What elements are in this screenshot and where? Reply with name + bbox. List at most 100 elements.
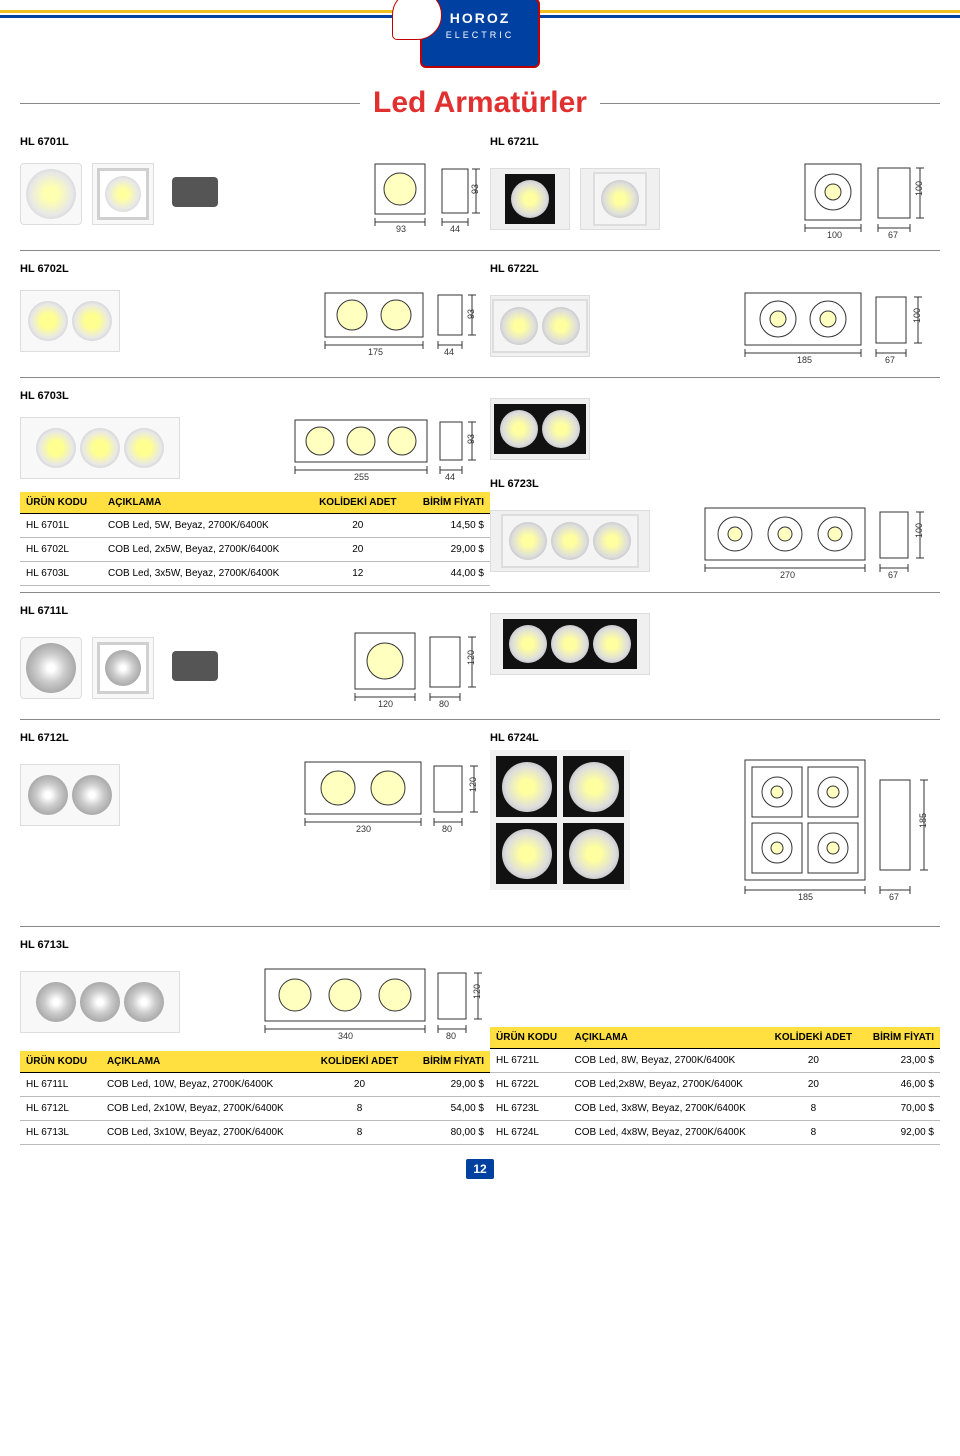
page-number: 12 (466, 1159, 494, 1179)
table-row: HL 6702LCOB Led, 2x5W, Beyaz, 2700K/6400… (20, 538, 490, 562)
product-image (20, 163, 82, 225)
row-6713-tables: HL 6713L 340 80 120 ÜRÜN KODU AÇIKLAMA K… (0, 933, 960, 1145)
diagram-hl6721: 100 67 100 (800, 154, 940, 244)
table-670x: ÜRÜN KODU AÇIKLAMA KOLİDEKİ ADET BİRİM F… (20, 492, 490, 586)
label-hl6723: HL 6723L (490, 478, 940, 490)
row-6701-6721: HL 6701L 93 44 93 HL 6721L (0, 130, 960, 244)
col-desc: AÇIKLAMA (102, 492, 308, 514)
dim-w: 340 (338, 1031, 353, 1041)
dim-w: 100 (827, 230, 842, 240)
col-qty: KOLİDEKİ ADET (765, 1027, 861, 1049)
product-image (164, 163, 226, 225)
dim-h: 120 (468, 777, 478, 792)
separator (20, 926, 940, 927)
row-6703-6722img: HL 6703L 255 44 93 ÜRÜN KODU AÇIKLAMA KO… (0, 384, 960, 586)
table-row: HL 6701LCOB Led, 5W, Beyaz, 2700K/6400K2… (20, 514, 490, 538)
diagram-hl6712: 230 80 120 (300, 750, 490, 840)
table-row: HL 6711LCOB Led, 10W, Beyaz, 2700K/6400K… (20, 1073, 490, 1097)
dim-h: 120 (466, 650, 476, 665)
product-image (490, 398, 590, 460)
col-desc: AÇIKLAMA (101, 1051, 310, 1073)
diagram-hl6703: 255 44 93 (290, 408, 490, 488)
dim-w: 175 (368, 347, 383, 357)
label-hl6721: HL 6721L (490, 136, 940, 148)
table-row: HL 6721LCOB Led, 8W, Beyaz, 2700K/6400K2… (490, 1049, 940, 1073)
brand-sub: ELECTRIC (422, 26, 538, 40)
table-672x: ÜRÜN KODU AÇIKLAMA KOLİDEKİ ADET BİRİM F… (490, 1027, 940, 1145)
row-6712-6724: HL 6712L 230 80 120 HL 6724L (0, 726, 960, 920)
diagram-hl6724: 185 67 185 (740, 750, 940, 920)
dim-d: 80 (446, 1031, 456, 1041)
diagram-hl6701: 93 44 93 (370, 154, 490, 234)
label-hl6724: HL 6724L (490, 732, 940, 744)
product-image (490, 168, 570, 230)
dim-d: 80 (442, 824, 452, 834)
product-image (490, 295, 590, 357)
product-image (92, 163, 154, 225)
dim-d: 67 (885, 355, 895, 365)
dim-w: 120 (378, 699, 393, 709)
dim-w: 255 (354, 472, 369, 482)
col-qty: KOLİDEKİ ADET (308, 492, 408, 514)
separator (20, 719, 940, 720)
dim-d: 44 (450, 224, 460, 234)
col-price: BİRİM FİYATI (408, 492, 490, 514)
label-hl6703: HL 6703L (20, 390, 490, 402)
label-hl6702: HL 6702L (20, 263, 490, 275)
dim-w: 93 (396, 224, 406, 234)
dim-w: 270 (780, 570, 795, 580)
diagram-hl6723: 270 67 100 (700, 496, 940, 586)
product-image (580, 168, 660, 230)
dim-d: 80 (439, 699, 449, 709)
product-image (20, 417, 180, 479)
table-row: HL 6712LCOB Led, 2x10W, Beyaz, 2700K/640… (20, 1097, 490, 1121)
product-image (490, 510, 650, 572)
dim-h: 93 (470, 184, 480, 194)
diagram-hl6713: 340 80 120 (260, 957, 490, 1047)
table-row: HL 6713LCOB Led, 3x10W, Beyaz, 2700K/640… (20, 1121, 490, 1145)
diagram-hl6711: 120 80 120 (350, 623, 490, 713)
dim-d: 67 (889, 892, 899, 902)
col-price: BİRİM FİYATI (861, 1027, 940, 1049)
dim-d: 44 (445, 472, 455, 482)
product-image (20, 290, 120, 352)
label-hl6713: HL 6713L (20, 939, 490, 951)
table-671x: ÜRÜN KODU AÇIKLAMA KOLİDEKİ ADET BİRİM F… (20, 1051, 490, 1145)
col-price: BİRİM FİYATI (409, 1051, 490, 1073)
label-hl6722: HL 6722L (490, 263, 940, 275)
col-code: ÜRÜN KODU (490, 1027, 569, 1049)
dim-h: 100 (912, 308, 922, 323)
diagram-hl6702: 175 44 93 (320, 281, 490, 361)
col-desc: AÇIKLAMA (569, 1027, 766, 1049)
product-image (20, 637, 82, 699)
dim-d: 44 (444, 347, 454, 357)
col-code: ÜRÜN KODU (20, 492, 102, 514)
label-hl6711: HL 6711L (20, 605, 490, 617)
product-image (164, 637, 226, 699)
row-6702-6722: HL 6702L 175 44 93 HL 6722L (0, 257, 960, 371)
dim-h: 185 (918, 813, 928, 828)
page-title: Led Armatürler (0, 86, 960, 120)
product-image (20, 971, 180, 1033)
table-row: HL 6703LCOB Led, 3x5W, Beyaz, 2700K/6400… (20, 562, 490, 586)
dim-d: 67 (888, 570, 898, 580)
brand-logo: HOROZ ELECTRIC (420, 0, 540, 68)
separator (20, 377, 940, 378)
dim-d: 67 (888, 230, 898, 240)
product-image (20, 764, 120, 826)
col-qty: KOLİDEKİ ADET (310, 1051, 409, 1073)
dim-h: 93 (466, 309, 476, 319)
label-hl6712: HL 6712L (20, 732, 490, 744)
dim-h: 100 (914, 523, 924, 538)
table-row: HL 6724LCOB Led, 4x8W, Beyaz, 2700K/6400… (490, 1121, 940, 1145)
dim-h: 100 (914, 181, 924, 196)
diagram-hl6722: 185 67 100 (740, 281, 940, 371)
dim-w: 185 (797, 355, 812, 365)
dim-w: 185 (798, 892, 813, 902)
dim-h: 93 (466, 434, 476, 444)
product-image (490, 613, 650, 675)
separator (20, 250, 940, 251)
dim-h: 120 (472, 984, 482, 999)
table-row: HL 6722LCOB Led,2x8W, Beyaz, 2700K/6400K… (490, 1073, 940, 1097)
dim-w: 230 (356, 824, 371, 834)
